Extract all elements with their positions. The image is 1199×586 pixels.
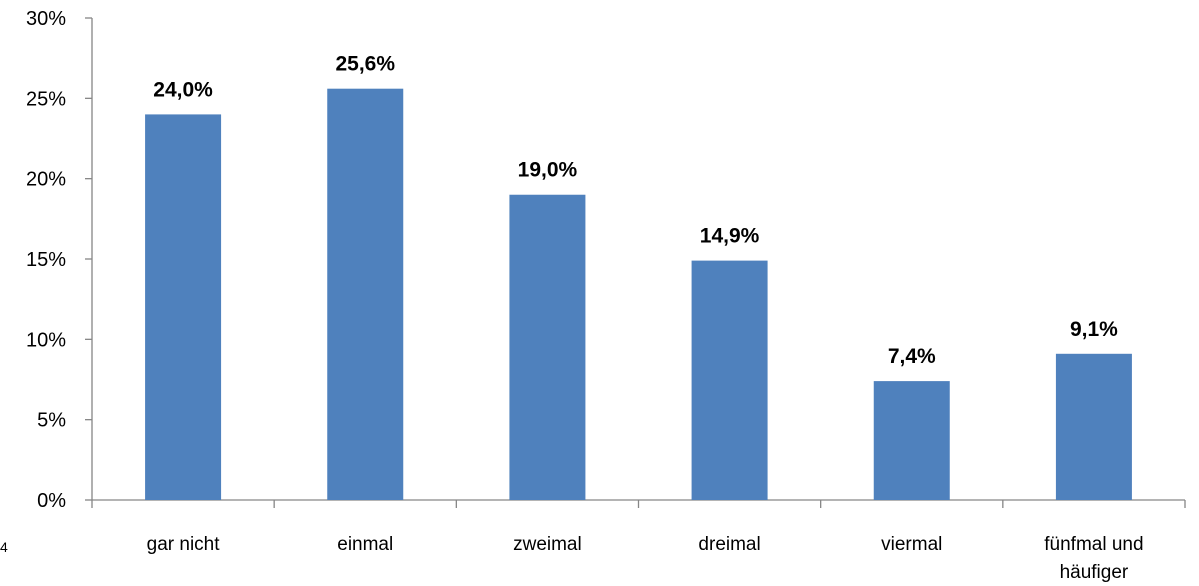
- labels: 24,0% gar nicht 25,6% einmal 19,0% zweimal 14,…: [147, 53, 1144, 583]
- x-tick-label-line: einmal: [337, 534, 393, 555]
- x-tick-label-line: zweimal: [513, 534, 582, 555]
- x-tick-label-line: häufiger: [1060, 562, 1129, 583]
- data-label: 25,6%: [335, 53, 395, 76]
- data-label: 14,9%: [700, 225, 760, 248]
- data-label: 7,4%: [888, 345, 936, 368]
- y-tick-label: 30%: [26, 8, 66, 30]
- data-label: 24,0%: [153, 78, 213, 101]
- y-tick-label: 20%: [26, 169, 66, 191]
- y-tick-label: 10%: [26, 329, 66, 351]
- bars: [145, 88, 1132, 501]
- x-tick-label-line: viermal: [881, 534, 942, 555]
- x-tick-label: dreimal: [698, 534, 760, 555]
- x-tick-label-line: gar nicht: [147, 534, 221, 555]
- bar: [145, 114, 222, 501]
- x-tick-label-line: fünfmal und: [1044, 534, 1143, 555]
- x-tick-label: fünfmal und häufiger: [1044, 534, 1143, 583]
- x-tick-label: viermal: [881, 534, 942, 555]
- y-tick-label: 25%: [26, 88, 66, 110]
- x-tick-label-line: dreimal: [698, 534, 760, 555]
- bar: [873, 381, 950, 500]
- axes: 0% 5% 10% 15% 20% 25% 30%: [26, 8, 1186, 512]
- bar: [1055, 353, 1132, 500]
- data-label: 9,1%: [1070, 318, 1118, 341]
- x-tick-label: gar nicht: [147, 534, 221, 555]
- y-tick-label: 15%: [26, 249, 66, 271]
- y-tick-label: 0%: [37, 490, 66, 512]
- x-tick-label: einmal: [337, 534, 393, 555]
- bar: [691, 260, 768, 500]
- x-tick-label: zweimal: [513, 534, 582, 555]
- y-tick-label: 5%: [37, 410, 66, 432]
- corner-mark: 4: [0, 539, 8, 555]
- data-label: 19,0%: [518, 159, 578, 182]
- bar: [509, 194, 586, 500]
- bar: [327, 88, 404, 501]
